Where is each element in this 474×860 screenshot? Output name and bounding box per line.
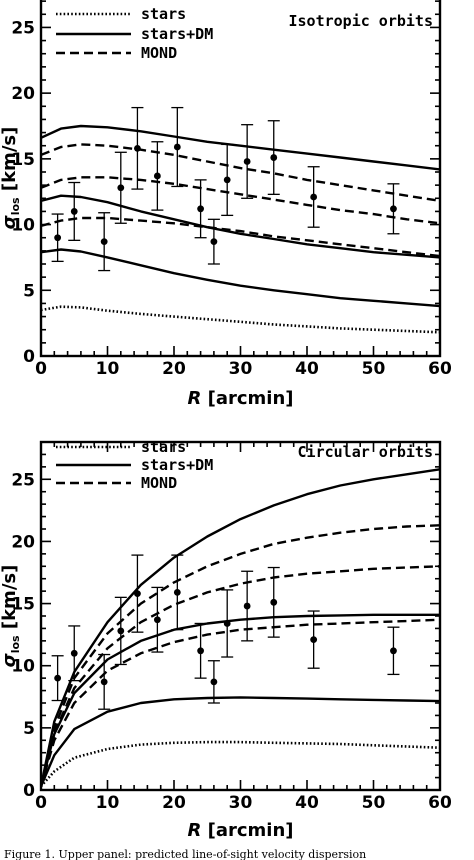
y-axis-subscript: los: [9, 197, 22, 215]
y-axis-label: σlos [km/s]: [0, 127, 22, 230]
y-axis-label: σlos [km/s]: [0, 565, 22, 668]
y-tick-label: 0: [23, 347, 35, 367]
data-point: [54, 234, 62, 242]
panel-label: Isotropic orbits: [289, 12, 434, 30]
x-tick-label: 40: [295, 359, 319, 379]
legend-label: stars+DM: [141, 25, 213, 43]
data-point: [210, 238, 218, 246]
x-tick-label: 50: [362, 359, 386, 379]
series-line-solid-3: [41, 468, 440, 787]
data-point: [243, 602, 251, 610]
figure-caption: Figure 1. Upper panel: predicted line-of…: [4, 848, 367, 860]
x-tick-label: 10: [96, 793, 120, 813]
data-point: [153, 616, 161, 624]
series-line-dashed-5: [41, 565, 440, 787]
series-line-dashed-5: [41, 176, 440, 225]
series-line-dashed-6: [41, 143, 440, 203]
y-tick-label: 25: [11, 18, 35, 38]
y-axis-unit: [km/s]: [0, 127, 20, 198]
x-axis-label: R [arcmin]: [187, 388, 293, 409]
x-axis-unit: [arcmin]: [201, 820, 293, 841]
data-point: [243, 158, 251, 165]
series-line-solid-1: [41, 248, 440, 308]
data-point: [153, 172, 161, 180]
data-point: [390, 647, 397, 655]
data-point: [100, 238, 108, 246]
y-tick-label: 10: [11, 216, 35, 236]
legend-label: stars+DM: [141, 456, 213, 474]
data-point: [197, 205, 205, 213]
x-tick-label: 20: [162, 359, 186, 379]
series-line-solid-1: [41, 696, 440, 787]
y-axis-unit: [km/s]: [0, 565, 20, 636]
legend-label: stars: [141, 5, 186, 23]
data-point: [223, 176, 231, 184]
x-tick-label: 30: [229, 793, 253, 813]
data-point: [134, 590, 141, 598]
legend-label: MOND: [141, 474, 177, 492]
data-point: [100, 678, 108, 686]
series-line-dotted-0: [41, 740, 440, 788]
data-point: [310, 193, 318, 201]
series-line-solid-3: [41, 124, 440, 171]
x-tick-label: 0: [35, 359, 47, 379]
data-point: [134, 144, 141, 152]
x-tick-label: 20: [162, 793, 186, 813]
data-point: [70, 649, 78, 657]
series-line-solid-2: [41, 194, 440, 259]
series-line-dotted-0: [41, 305, 440, 334]
y-tick-label: 5: [23, 719, 35, 739]
data-point: [173, 143, 181, 151]
y-tick-label: 25: [11, 470, 35, 490]
panel-label: Circular orbits: [298, 443, 433, 461]
plot-frame: [39, 440, 442, 792]
x-tick-label: 10: [96, 359, 120, 379]
series-group: [41, 124, 440, 334]
series-line-dashed-6: [41, 524, 440, 787]
x-tick-label: 60: [428, 359, 452, 379]
legend-label: MOND: [141, 44, 177, 62]
data-point: [54, 674, 62, 682]
y-tick-label: 15: [11, 150, 35, 170]
legend-label: stars: [141, 438, 186, 456]
x-axis-symbol: R: [187, 388, 201, 409]
data-point: [270, 154, 278, 161]
y-axis-symbol: σ: [0, 214, 20, 229]
data-point: [173, 588, 181, 596]
isotropic-orbits-panel: 0 10 20 30 40 50 60 0 5 10 15 20 25 R [arcmin] σlos [k…: [0, 0, 452, 409]
series-line-dashed-4: [41, 216, 440, 258]
data-point: [117, 627, 125, 635]
x-tick-label: 30: [229, 359, 253, 379]
data-point: [270, 598, 278, 606]
data-point: [117, 184, 125, 192]
y-tick-label: 20: [11, 532, 35, 552]
x-tick-label: 50: [362, 793, 386, 813]
y-tick-label: 0: [23, 781, 35, 801]
x-tick-label: 0: [35, 793, 47, 813]
y-tick-label: 15: [11, 595, 35, 615]
circular-orbits-panel: 0 10 20 30 40 50 60 0 5 10 15 20 25 R [arcmin] σlos [k…: [0, 438, 452, 841]
y-tick-label: 5: [23, 281, 35, 301]
y-axis-symbol: σ: [0, 652, 20, 667]
y-tick-label: 20: [11, 84, 35, 104]
x-axis-symbol: R: [187, 820, 201, 841]
x-tick-label: 60: [428, 793, 452, 813]
series-line-dashed-4: [41, 618, 440, 787]
y-tick-label: 10: [11, 657, 35, 677]
x-axis-label: R [arcmin]: [187, 820, 293, 841]
series-group: [41, 468, 440, 788]
data-point: [223, 620, 231, 627]
data-point: [390, 205, 397, 213]
x-axis-unit: [arcmin]: [201, 388, 293, 409]
data-point: [197, 647, 205, 655]
data-point: [310, 636, 318, 644]
data-point: [70, 208, 78, 215]
y-axis-subscript: los: [9, 635, 22, 653]
data-point: [210, 678, 218, 686]
series-line-solid-2: [41, 613, 440, 787]
x-tick-label: 40: [295, 793, 319, 813]
